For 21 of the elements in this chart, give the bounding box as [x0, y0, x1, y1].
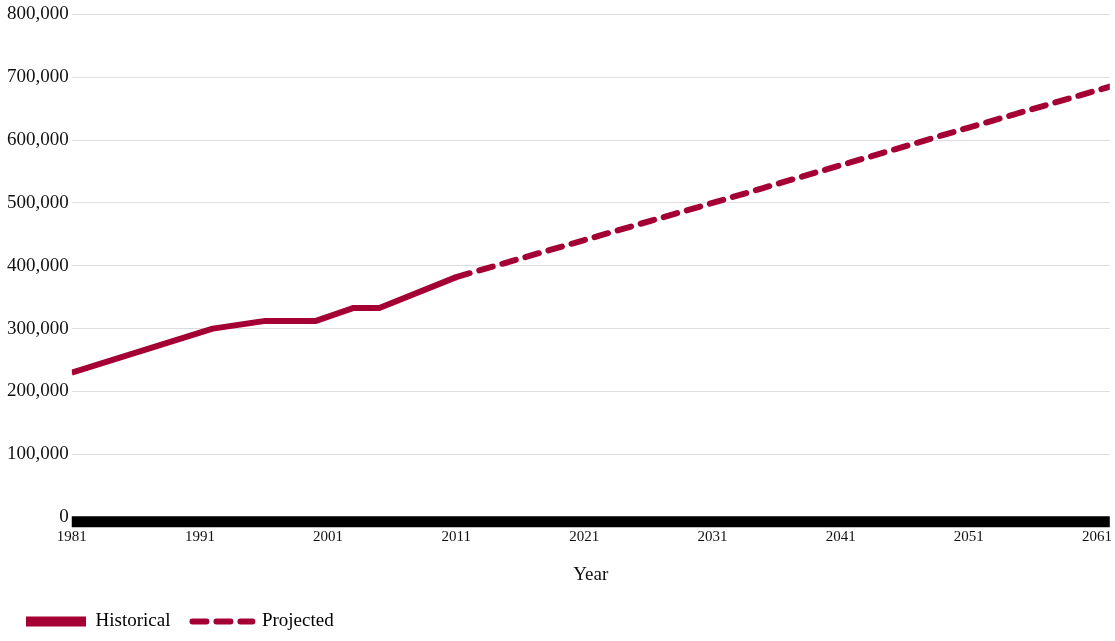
x-tick-label: 2011: [441, 528, 471, 545]
y-tick-label: 300,000: [7, 316, 69, 338]
x-tick-label: 1981: [56, 528, 87, 545]
y-tick-label: 0: [59, 505, 69, 527]
x-tick-label: 2031: [697, 528, 728, 545]
x-tick-label: 2061: [1081, 528, 1112, 545]
x-tick-label: 2001: [313, 528, 344, 545]
y-tick-label: 600,000: [7, 128, 69, 150]
y-tick-label: 400,000: [7, 253, 69, 275]
y-tick-label: 800,000: [7, 2, 69, 24]
x-tick-label: 2051: [953, 528, 984, 545]
y-tick-label: 200,000: [7, 379, 69, 401]
x-axis-title: Year: [573, 562, 609, 584]
legend-label: Historical: [95, 609, 171, 631]
x-tick-label: 2021: [569, 528, 600, 545]
legend-label: Projected: [261, 609, 335, 631]
y-tick-label: 700,000: [7, 65, 69, 87]
y-tick-label: 500,000: [7, 190, 69, 212]
x-tick-label: 1991: [184, 528, 215, 545]
y-tick-label: 100,000: [7, 442, 69, 464]
x-tick-label: 2041: [825, 528, 856, 545]
